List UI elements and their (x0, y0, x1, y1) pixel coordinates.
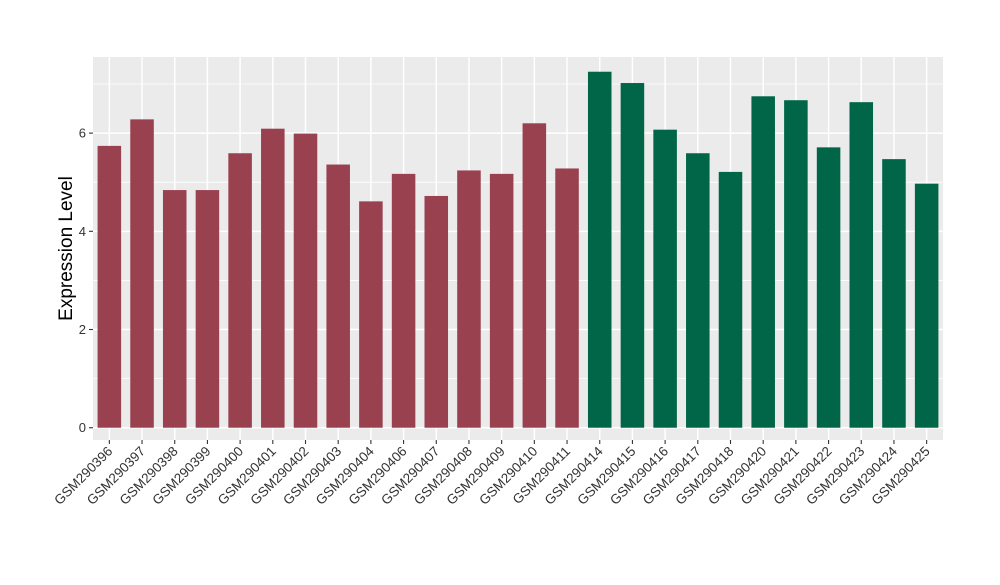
bar-gsm290417 (686, 153, 710, 428)
y-axis: 0 2 4 6 (79, 126, 93, 435)
bar-gsm290403 (326, 164, 350, 428)
y-tick-label: 0 (79, 420, 86, 435)
bar-gsm290397 (130, 119, 154, 428)
bar-gsm290409 (489, 173, 514, 428)
bar-gsm290414 (587, 71, 612, 428)
bar-gsm290404 (359, 201, 383, 428)
bar-gsm290416 (653, 129, 677, 428)
bar-gsm290400 (228, 153, 252, 428)
bar-gsm290425 (914, 183, 939, 428)
bar-gsm290418 (718, 171, 743, 428)
y-tick-label: 4 (79, 224, 86, 239)
bar-gsm290420 (751, 96, 775, 428)
bar-gsm290411 (555, 168, 579, 428)
bar-gsm290396 (97, 145, 122, 428)
bar-gsm290415 (620, 83, 645, 428)
bar-gsm290422 (816, 147, 841, 428)
bar-gsm290399 (195, 190, 220, 428)
y-tick-label: 6 (79, 126, 86, 141)
bar-gsm290410 (522, 123, 547, 428)
bar-gsm290423 (849, 102, 874, 428)
y-tick-label: 2 (79, 322, 86, 337)
bar-gsm290402 (293, 133, 318, 428)
plot-panel (93, 57, 943, 440)
bar-gsm290421 (784, 100, 808, 428)
bar-gsm290408 (457, 170, 481, 428)
bar-gsm290401 (261, 128, 285, 428)
bar-gsm290406 (391, 173, 416, 428)
y-axis-title: Expression Level (56, 176, 77, 321)
x-axis: GSM290396GSM290397GSM290398GSM290399GSM2… (51, 440, 933, 508)
bar-gsm290407 (424, 195, 449, 428)
bar-gsm290398 (162, 190, 187, 428)
bar-gsm290424 (882, 159, 906, 428)
bars-group (97, 71, 939, 428)
